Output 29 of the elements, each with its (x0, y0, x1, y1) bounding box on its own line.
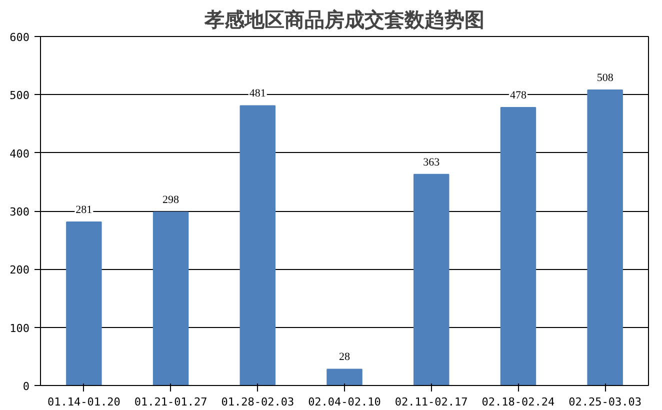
data-label: 298 (162, 194, 180, 206)
bar (326, 368, 362, 386)
data-label: 363 (423, 156, 440, 168)
y-tick-label: 600 (10, 31, 30, 44)
bar (500, 106, 536, 386)
y-tick-label: 200 (10, 264, 30, 277)
x-tick-label: 02.11-02.17 (394, 396, 468, 408)
x-tick-label: 02.18-02.24 (482, 396, 556, 408)
x-tick-label: 02.25-03.03 (568, 396, 642, 408)
bar (587, 90, 623, 386)
data-label: 478 (510, 89, 527, 102)
data-label: 281 (76, 204, 92, 216)
x-tick-label: 01.21-01.27 (134, 396, 208, 408)
bar (240, 105, 276, 386)
data-label: 28 (339, 351, 350, 364)
y-tick-label: 400 (10, 147, 30, 160)
chart-title: 孝感地区商品房成交套数趋势图 (204, 8, 484, 32)
y-tick-label: 500 (10, 89, 30, 102)
x-tick-label: 01.28-02.03 (221, 396, 294, 408)
bar (152, 212, 189, 386)
x-tick-label: 02.04-02.10 (308, 396, 381, 408)
data-label: 481 (249, 88, 266, 100)
y-tick-label: 300 (10, 206, 30, 218)
data-label: 508 (596, 72, 614, 84)
y-tick-label: 0 (22, 380, 30, 393)
bar (66, 222, 102, 386)
x-tick-label: 01.14-01.20 (48, 396, 120, 408)
y-tick-label: 100 (10, 322, 30, 335)
bar (413, 174, 450, 386)
